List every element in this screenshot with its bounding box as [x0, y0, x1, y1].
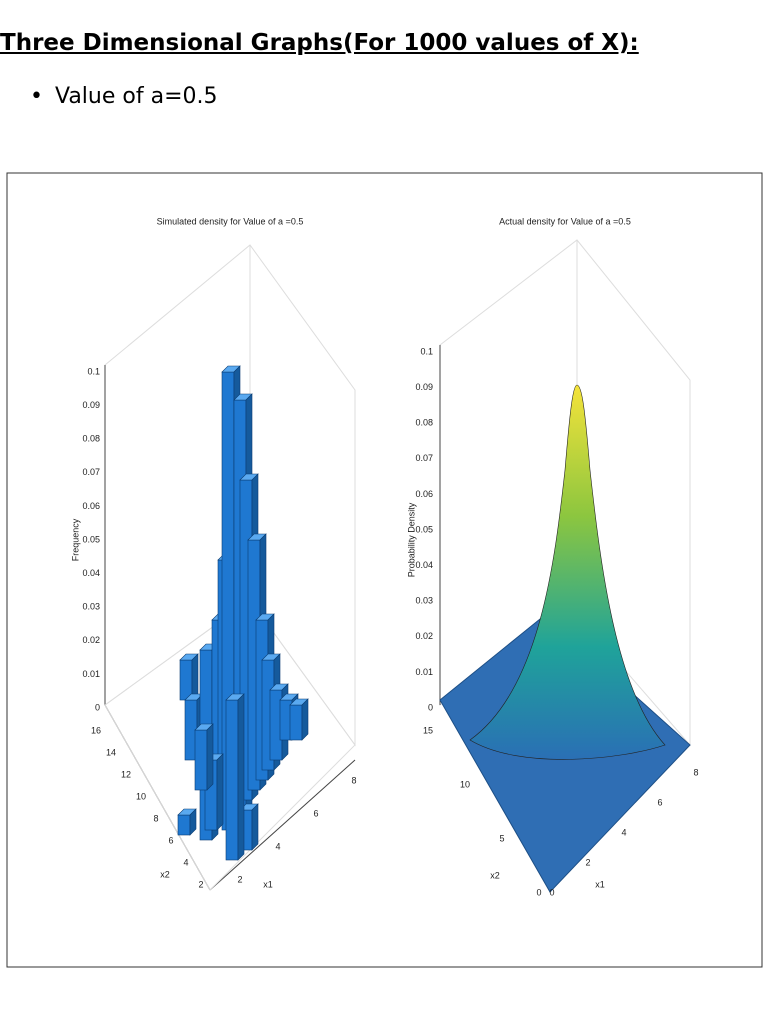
bar-side	[206, 723, 214, 791]
z-tick-label: 0.07	[415, 453, 433, 463]
bar-face	[194, 729, 208, 791]
y-tick-label: 12	[121, 769, 131, 779]
bar-face	[179, 659, 193, 701]
x-tick-label: 0	[549, 887, 554, 897]
x-tick-label: 8	[351, 775, 356, 785]
z-tick-label: 0.02	[415, 631, 433, 641]
y-tick-label: 14	[106, 747, 116, 757]
z-tick-label: 0.04	[415, 560, 433, 570]
z-tick-label: 0.08	[415, 418, 433, 428]
z-tick-label: 0.09	[82, 400, 100, 410]
z-tick-label: 0.06	[415, 489, 433, 499]
bar-side	[237, 693, 245, 861]
y-axis-label: x2	[160, 869, 170, 879]
panel-title: Simulated density for Value of a =0.5	[157, 216, 304, 226]
z-tick-label: 0	[428, 702, 433, 712]
z-tick-label: 0	[95, 702, 100, 712]
z-tick-label: 0.03	[82, 602, 100, 612]
bar-side	[191, 653, 199, 701]
z-tick-label: 0.02	[82, 635, 100, 645]
bar-side	[301, 698, 309, 741]
z-tick-label: 0.1	[420, 346, 433, 356]
bar-face	[289, 704, 303, 741]
x-tick-label: 2	[585, 857, 590, 867]
z-tick-label: 0.05	[82, 534, 100, 544]
y-tick-label: 0	[536, 887, 541, 897]
z-tick-label: 0.04	[82, 568, 100, 578]
z-tick-label: 0.06	[82, 501, 100, 511]
x-tick-label: 2	[237, 874, 242, 884]
density-peak	[469, 384, 666, 760]
heading: Three Dimensional Graphs(For 1000 values…	[0, 30, 639, 56]
z-tick-label: 0.01	[415, 667, 433, 677]
z-tick-label: 0.08	[82, 434, 100, 444]
left-walls	[104, 244, 356, 891]
bullet: Value of a=0.5	[30, 84, 218, 109]
x-tick-label: 8	[693, 767, 698, 777]
y-tick-label: 10	[460, 779, 470, 789]
z-tick-label: 0.01	[82, 669, 100, 679]
y-tick-label: 15	[423, 725, 433, 735]
x-tick-label: 4	[275, 841, 280, 851]
y-tick-label: 4	[183, 857, 188, 867]
z-tick-label: 0.05	[415, 524, 433, 534]
z-axis-label: Probability Density	[406, 502, 416, 577]
y-tick-label: 2	[198, 879, 203, 889]
bar-side	[189, 808, 197, 836]
bar-side	[251, 803, 259, 851]
x-axis-label: x1	[595, 879, 605, 889]
y-tick-label: 10	[136, 791, 146, 801]
x-tick-label: 4	[621, 827, 626, 837]
y-tick-label: 16	[91, 725, 101, 735]
z-axis-label: Frequency	[70, 518, 80, 561]
histogram-bars	[177, 365, 309, 861]
z-tick-label: 0.07	[82, 467, 100, 477]
x-tick-label: 6	[313, 808, 318, 818]
bar-face	[177, 814, 191, 836]
y-tick-label: 5	[499, 833, 504, 843]
z-tick-label: 0.09	[415, 382, 433, 392]
bar-face	[225, 699, 239, 861]
x-axis-label: x1	[263, 879, 273, 889]
z-tick-label: 0.03	[415, 596, 433, 606]
y-tick-label: 6	[168, 835, 173, 845]
y-axis-label: x2	[490, 870, 500, 880]
panel-title: Actual density for Value of a =0.5	[499, 216, 631, 226]
bar-side	[216, 753, 224, 831]
x-tick-label: 6	[657, 797, 662, 807]
figure-frame	[6, 172, 763, 968]
y-tick-label: 8	[153, 813, 158, 823]
z-tick-label: 0.1	[87, 366, 100, 376]
